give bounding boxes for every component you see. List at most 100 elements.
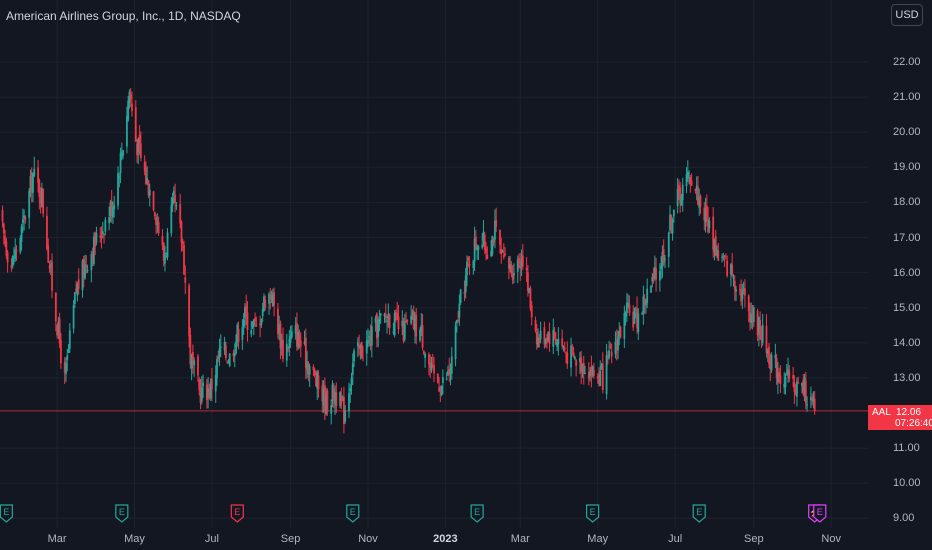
candle-body: [662, 249, 665, 263]
candle-body: [698, 197, 701, 208]
candle-body: [598, 374, 600, 385]
candle: [152, 191, 155, 212]
time-tick-label: Nov: [821, 533, 841, 545]
candle: [653, 255, 656, 281]
candle: [339, 391, 341, 409]
candle-body: [566, 352, 569, 364]
candle-body: [47, 245, 50, 263]
candle-body: [784, 377, 787, 387]
candle-body: [582, 362, 585, 374]
candle: [537, 328, 539, 348]
candle: [697, 175, 699, 206]
candle: [146, 166, 149, 186]
candle-body: [796, 381, 798, 397]
candle: [614, 331, 617, 359]
candle-body: [529, 288, 532, 309]
candle-body: [714, 236, 717, 256]
candle-body: [118, 176, 121, 178]
candle: [667, 231, 670, 268]
candle: [397, 305, 400, 335]
candle-body: [30, 172, 33, 193]
candle-body: [502, 255, 505, 258]
candle-body: [193, 360, 196, 366]
earnings-event-icon[interactable]: E: [813, 504, 827, 523]
candle: [23, 209, 26, 231]
candle-body: [369, 336, 372, 346]
candle-body: [82, 259, 85, 277]
candle: [730, 262, 732, 287]
candle: [323, 377, 326, 421]
currency-button[interactable]: USD: [891, 4, 923, 26]
candle: [793, 375, 796, 405]
candle-body: [13, 259, 15, 261]
time-tick-label: Jul: [204, 533, 219, 545]
candle: [193, 357, 196, 377]
candle: [172, 186, 175, 204]
candle-body: [464, 275, 467, 292]
candle: [101, 221, 104, 239]
candle-body: [323, 385, 326, 412]
earnings-event-icon[interactable]: E: [230, 504, 244, 523]
candle-body: [356, 342, 359, 347]
candle-body: [129, 94, 132, 100]
candle: [290, 325, 293, 339]
candle-body: [592, 370, 595, 376]
candle: [241, 319, 244, 350]
candle: [315, 370, 317, 387]
earnings-event-icon[interactable]: E: [692, 504, 706, 523]
candle: [476, 244, 479, 260]
candle-body: [175, 205, 178, 207]
candle-body: [439, 394, 442, 396]
candle: [676, 178, 679, 214]
candle-body: [85, 265, 88, 268]
candle-body: [528, 287, 531, 294]
candle-body: [742, 290, 745, 292]
candle: [171, 192, 174, 212]
candle: [752, 305, 755, 328]
candle: [15, 245, 18, 261]
candle: [600, 363, 603, 371]
candle: [778, 367, 781, 384]
candle: [440, 385, 443, 397]
event-letter: E: [817, 507, 823, 517]
candle-body: [457, 319, 460, 322]
candle: [788, 365, 791, 383]
candle: [463, 280, 466, 302]
earnings-event-icon[interactable]: E: [586, 504, 600, 523]
candle: [184, 265, 187, 295]
candle: [32, 172, 34, 203]
candle-body: [813, 398, 816, 411]
candle: [636, 296, 638, 334]
candle: [245, 294, 248, 325]
candle-body: [139, 143, 142, 159]
candle-body: [170, 205, 173, 234]
candle-body: [554, 338, 557, 345]
candle: [216, 355, 218, 386]
candle-body: [726, 260, 729, 276]
candle-body: [653, 267, 656, 279]
candle: [278, 315, 281, 341]
earnings-event-icon[interactable]: E: [470, 504, 484, 523]
earnings-event-icon[interactable]: E: [0, 504, 13, 523]
candle: [331, 380, 334, 408]
candle: [561, 329, 564, 350]
candle: [584, 365, 586, 375]
earnings-event-icon[interactable]: E: [346, 504, 360, 523]
candle: [572, 346, 575, 358]
candle-body: [219, 346, 222, 348]
candle: [651, 273, 654, 288]
candle-body: [703, 207, 706, 221]
candle: [521, 243, 524, 270]
candle: [51, 253, 53, 299]
candle: [708, 217, 711, 233]
candle-body: [29, 176, 32, 193]
candle: [455, 319, 458, 333]
candle: [627, 294, 630, 309]
price-tick-label: 17.00: [893, 231, 921, 244]
candle: [280, 333, 283, 356]
candle-body: [377, 320, 380, 338]
candle-body: [157, 221, 160, 234]
earnings-event-icon[interactable]: E: [115, 504, 129, 523]
